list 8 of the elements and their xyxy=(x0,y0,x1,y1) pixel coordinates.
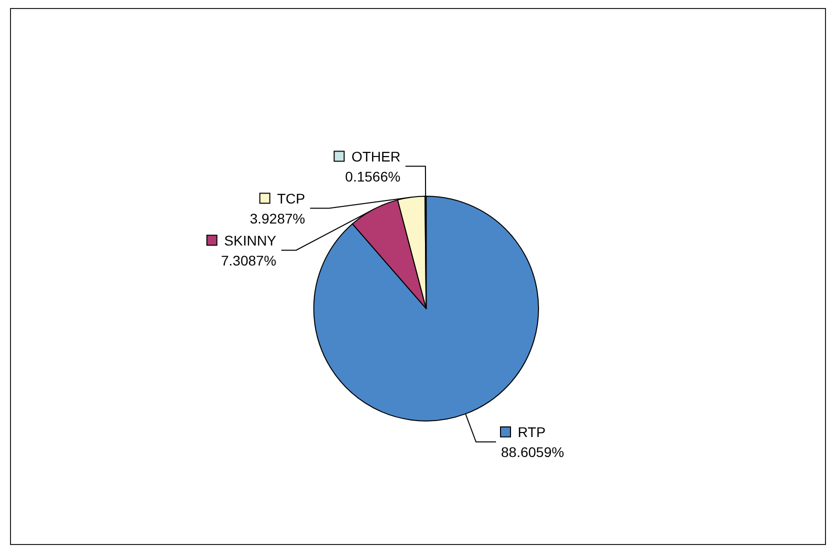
data-label: 0.1566% xyxy=(345,168,400,184)
data-label: 88.6059% xyxy=(501,444,564,460)
legend-label: OTHER xyxy=(344,148,400,164)
data-label: 7.3087% xyxy=(220,252,276,268)
legend-label: SKINNY xyxy=(216,232,277,248)
legend-label: RTP xyxy=(510,424,546,440)
data-label: 3.9287% xyxy=(250,210,306,226)
legend-label: TCP xyxy=(270,190,306,206)
